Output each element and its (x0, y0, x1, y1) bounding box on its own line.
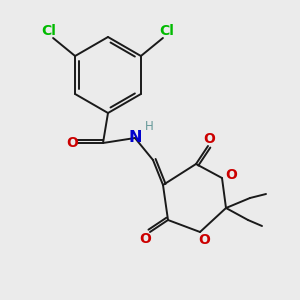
Text: O: O (225, 168, 237, 182)
Text: H: H (145, 121, 153, 134)
Text: O: O (203, 132, 215, 146)
Text: O: O (198, 233, 210, 247)
Text: Cl: Cl (160, 24, 174, 38)
Text: O: O (66, 136, 78, 150)
Text: N: N (128, 130, 142, 146)
Text: O: O (139, 232, 151, 246)
Text: Cl: Cl (42, 24, 56, 38)
